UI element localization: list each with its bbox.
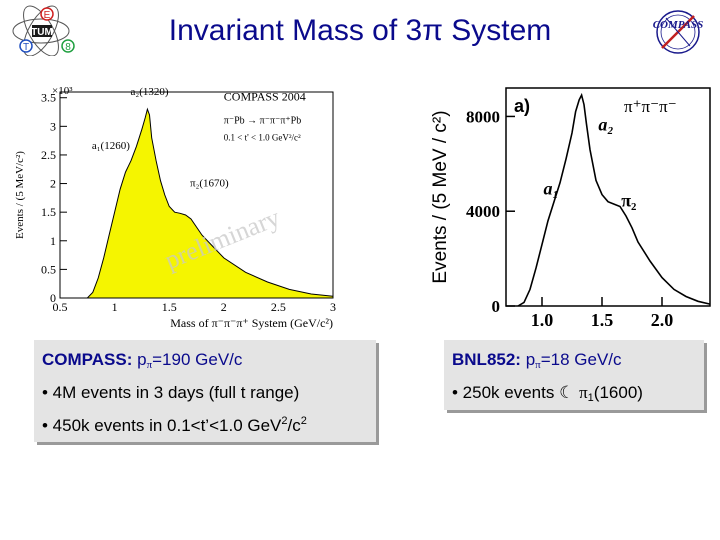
left-y-tick-label: 3 — [50, 119, 56, 133]
right-x-tick-label: 2.0 — [651, 310, 674, 330]
left-x-tick-label: 2 — [221, 300, 227, 314]
bnl852-info-box: BNL852: pπ=18 GeV/c • 250k events ☾ π1(1… — [444, 340, 704, 410]
right-x-tick-label: 1.0 — [531, 310, 554, 330]
compass-bullet-2-text: • 450k events in 0.1<t’<1.0 GeV — [42, 416, 282, 435]
bnl852-bullet-1-rest: (1600) — [593, 383, 643, 402]
left-annotation-a1: a₁(1260) — [92, 140, 130, 152]
right-annotation-pi2: π₂ — [621, 190, 636, 210]
compass-bullet-2: • 450k events in 0.1<t’<1.0 GeV2/c2 — [42, 407, 368, 440]
compass-beam-sub: π — [146, 359, 153, 371]
left-x-tick-label: 3 — [330, 300, 336, 314]
right-plot-frame — [505, 87, 711, 307]
compass-logo: COMPASS — [653, 10, 704, 54]
compass-bullet-2-sup2: 2 — [300, 415, 307, 427]
right-y-tick-label: 0 — [492, 297, 501, 316]
tum-e18-logo: E T 8 TUM — [12, 5, 75, 56]
compass-header-label: COMPASS: — [42, 350, 133, 369]
slide-title: Invariant Mass of 3π System — [168, 14, 552, 47]
left-histogram-area — [60, 109, 333, 298]
compass-bullet-1: • 4M events in 3 days (full t range) — [42, 383, 300, 402]
left-y-tick-label: 3.5 — [41, 91, 56, 105]
left-x-tick-label: 0.5 — [53, 300, 68, 314]
logo-letter-e: E — [44, 10, 51, 21]
bnl852-mass-histogram: 1.0 1.5 2.0 0 4000 8000 a) π⁺π⁻π⁻ Events / (5… — [430, 87, 711, 330]
left-y-tick-label: 0.5 — [41, 262, 56, 276]
bnl852-info-header: BNL852: pπ=18 GeV/c — [452, 346, 696, 379]
bnl852-bullet-1-text: • 250k events — [452, 383, 555, 402]
right-x-tick-label: 1.5 — [591, 310, 614, 330]
left-y-axis-label: Events / (5 MeV/c²) — [14, 151, 26, 239]
left-histogram-outline — [60, 107, 334, 299]
right-annotation-a1: a₁ — [544, 179, 559, 199]
compass-info-box: COMPASS: pπ=190 GeV/c • 4M events in 3 d… — [34, 340, 376, 442]
left-plot-frame — [59, 91, 334, 299]
bnl852-bullet-1: • 250k events ☾ π1(1600) — [452, 379, 696, 412]
right-y-tick-label: 8000 — [466, 107, 500, 126]
bnl852-header-label: BNL852: — [452, 350, 521, 369]
left-legend-title: COMPASS 2004 — [224, 90, 306, 104]
right-annotation-a2: a₂ — [598, 115, 613, 135]
right-histogram-line — [517, 92, 711, 307]
right-panel-label: a) — [514, 96, 530, 116]
left-x-tick-label: 1 — [112, 300, 118, 314]
left-x-tick-label: 2.5 — [271, 300, 286, 314]
right-y-tick-label: 4000 — [466, 202, 500, 221]
compass-mass-histogram: 0.5 1 1.5 2 2.5 300.511.522.533.5 preliminary… — [14, 85, 336, 330]
left-y-tick-label: 0 — [50, 291, 56, 305]
bnl852-bullet-1-symbol: ☾ — [559, 383, 575, 402]
compass-info-header: COMPASS: pπ=190 GeV/c — [42, 346, 368, 379]
compass-bullet-2-sup1: 2 — [281, 415, 288, 427]
logo-letter-t: T — [23, 42, 29, 53]
bnl852-bullet-1-pi: π — [579, 383, 588, 402]
compass-beam-momentum: =190 GeV/c — [152, 350, 243, 369]
bnl852-header-value: pπ=18 GeV/c — [525, 350, 622, 371]
left-annotation-a2: a₂(1320) — [131, 86, 169, 98]
logo-tum-text: TUM — [31, 27, 53, 38]
compass-beam-p: p — [137, 350, 147, 369]
compass-logo-text: COMPASS — [653, 19, 704, 31]
right-y-axis-label: Events / (5 MeV / c²) — [430, 110, 451, 283]
bnl852-beam-momentum: =18 GeV/c — [540, 350, 622, 369]
compass-bullet-2-mid: /c — [287, 416, 301, 435]
left-multiplier-label: ×10³ — [52, 85, 73, 97]
bnl852-beam-p: p — [525, 350, 536, 369]
right-channel-label: π⁺π⁻π⁻ — [624, 97, 677, 116]
logo-digit-8: 8 — [65, 42, 71, 53]
left-y-tick-label: 1.5 — [41, 205, 56, 219]
left-y-tick-label: 2 — [50, 177, 56, 191]
bnl852-bullet-1-sub: 1 — [587, 392, 594, 404]
left-annotation-pi2: π₂(1670) — [190, 177, 229, 189]
bnl852-beam-sub: π — [535, 359, 541, 371]
left-y-tick-label: 1 — [50, 234, 56, 248]
left-legend-t-range: 0.1 < t' < 1.0 GeV²/c² — [224, 133, 301, 143]
left-x-axis-label: Mass of π⁻π⁻π⁺ System (GeV/c²) — [170, 316, 333, 330]
right-plot-ticks: 1.0 1.5 2.0 0 4000 8000 — [466, 107, 673, 330]
left-x-tick-label: 1.5 — [162, 300, 177, 314]
compass-header-value: pπ=190 GeV/c — [137, 350, 243, 371]
left-legend-reaction: π⁻Pb → π⁻π⁻π⁺Pb — [224, 115, 301, 126]
left-y-tick-label: 2.5 — [41, 148, 56, 162]
